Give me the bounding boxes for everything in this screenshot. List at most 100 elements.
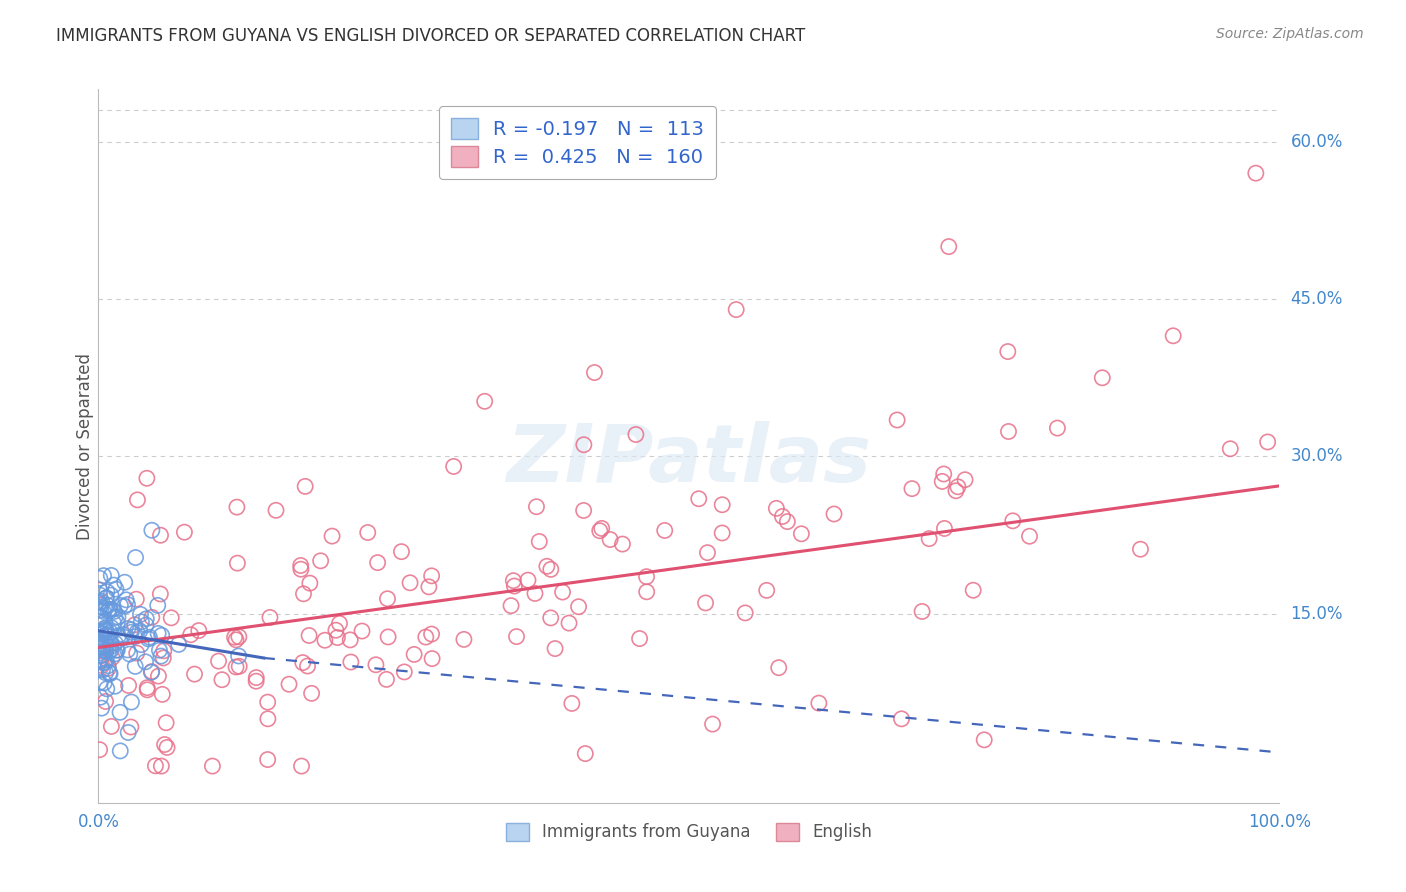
Point [91,663,114,677]
Point [973,732,995,747]
Point [134,655,156,669]
Point [298,576,321,591]
Text: IMMIGRANTS FROM GUYANA VS ENGLISH DIVORCED OR SEPARATED CORRELATION CHART: IMMIGRANTS FROM GUYANA VS ENGLISH DIVORC… [56,27,806,45]
Text: 30.0%: 30.0% [1291,448,1343,466]
Point [141,523,163,537]
Point [96,681,118,696]
Point [148,643,170,657]
Point [100,621,122,635]
Text: Source: ZipAtlas.com: Source: ZipAtlas.com [1216,27,1364,41]
Point [453,632,475,647]
Point [129,638,152,652]
Point [97,658,120,673]
Point [89,633,111,648]
Point [375,673,398,687]
Point [418,580,440,594]
Y-axis label: Divorced or Separated: Divorced or Separated [76,352,94,540]
Point [94,623,117,637]
Point [1161,328,1184,343]
Point [89,652,111,666]
Point [540,611,562,625]
Point [89,654,111,668]
Point [94,624,117,638]
Point [155,715,177,730]
Point [711,526,734,541]
Point [94,615,117,629]
Point [152,644,174,658]
Point [146,626,169,640]
Point [114,575,136,590]
Point [124,659,146,673]
Point [93,655,115,669]
Point [124,550,146,565]
Point [103,604,125,618]
Point [259,610,281,624]
Point [98,602,121,616]
Point [112,599,135,614]
Point [96,639,118,653]
Point [120,623,142,637]
Point [156,740,179,755]
Point [628,632,651,646]
Point [125,625,148,640]
Point [526,500,548,514]
Point [339,632,361,647]
Point [544,641,567,656]
Point [94,694,117,708]
Point [443,459,465,474]
Point [654,524,676,538]
Point [415,630,437,644]
Point [420,651,443,665]
Text: 15.0%: 15.0% [1291,605,1343,623]
Point [394,665,416,679]
Point [100,588,122,602]
Point [245,674,267,689]
Point [94,621,117,635]
Point [350,624,373,638]
Point [104,610,127,624]
Point [120,720,142,734]
Point [572,503,595,517]
Point [117,678,139,692]
Point [180,628,202,642]
Point [89,690,111,705]
Point [934,521,956,535]
Point [734,606,756,620]
Point [146,599,169,613]
Point [1244,166,1267,180]
Point [115,592,138,607]
Point [1001,514,1024,528]
Point [101,603,124,617]
Point [357,525,380,540]
Point [141,665,163,680]
Point [93,675,115,690]
Point [90,636,112,650]
Point [89,640,111,654]
Point [256,753,278,767]
Point [245,671,267,685]
Point [187,624,209,638]
Point [536,559,558,574]
Point [117,598,139,612]
Point [301,686,323,700]
Point [104,679,127,693]
Point [135,612,157,626]
Point [502,574,524,588]
Point [150,759,173,773]
Point [997,344,1019,359]
Point [291,656,314,670]
Point [725,302,748,317]
Point [117,622,139,636]
Point [256,695,278,709]
Point [124,617,146,632]
Point [98,666,121,681]
Point [89,588,111,602]
Point [90,648,112,663]
Point [141,665,163,679]
Point [901,482,924,496]
Point [278,677,301,691]
Point [152,651,174,665]
Point [89,599,111,614]
Point [702,717,724,731]
Point [124,630,146,644]
